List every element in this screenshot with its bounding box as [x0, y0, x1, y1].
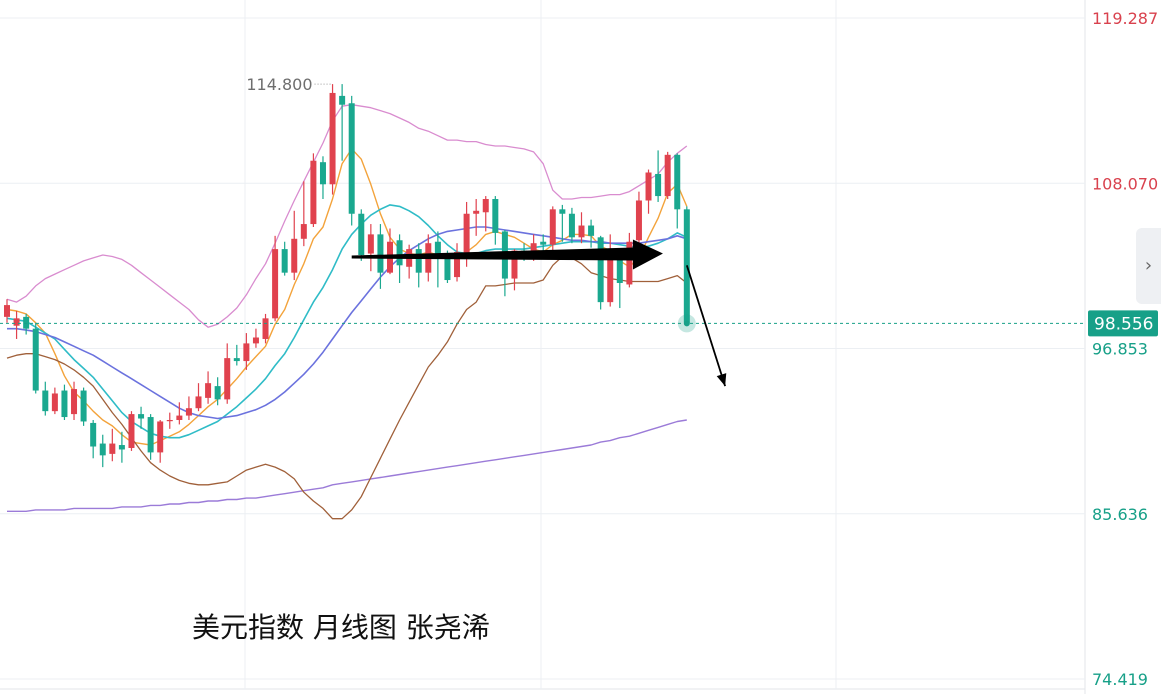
- candle-body: [616, 257, 623, 283]
- candle-body: [358, 213, 365, 255]
- candle-body: [233, 358, 240, 362]
- candle-body: [80, 390, 87, 422]
- candle-body: [463, 213, 470, 255]
- candle-body: [415, 249, 422, 273]
- candle-body: [61, 390, 68, 418]
- candle-body: [205, 383, 212, 398]
- candle-body: [329, 92, 336, 185]
- candle-body: [99, 443, 106, 456]
- candle-body: [262, 318, 269, 339]
- candle-body: [300, 224, 307, 239]
- candle-body: [626, 241, 633, 285]
- series-line-ma5: [6, 148, 688, 446]
- chevron-right-icon: ›: [1144, 255, 1153, 276]
- candle-body: [224, 358, 231, 400]
- candle-body: [588, 225, 595, 236]
- candle-body: [664, 154, 671, 197]
- candle-body: [42, 390, 49, 412]
- candle-body: [511, 250, 518, 279]
- candle-body: [377, 234, 384, 273]
- y-tick-label: 74.419: [1092, 670, 1148, 689]
- candle-body: [4, 305, 10, 317]
- candle-body: [128, 414, 135, 448]
- trend-arrow-down-head: [716, 373, 727, 387]
- candle-body: [32, 328, 39, 391]
- candle-body: [568, 213, 575, 238]
- candle-body: [339, 95, 346, 105]
- candle-body: [51, 393, 58, 412]
- current-price-dot: [683, 320, 690, 327]
- candle-body: [118, 445, 125, 450]
- candle-body: [367, 234, 374, 254]
- candle-body: [243, 343, 250, 362]
- candle-body: [348, 103, 355, 214]
- candle-body: [252, 337, 259, 344]
- candle-body: [635, 200, 642, 241]
- series-line-ma10: [6, 204, 688, 439]
- candle-body: [23, 316, 30, 329]
- candle-body: [185, 408, 192, 416]
- candle-body: [597, 237, 604, 303]
- candle-body: [607, 253, 614, 303]
- series-line-ma20: [7, 226, 688, 420]
- current-price-badge: [1088, 310, 1158, 337]
- chart-caption: 美元指数 月线图 张尧浠: [192, 611, 490, 644]
- candle-body: [540, 241, 547, 245]
- candle-body: [71, 389, 78, 415]
- candle-body: [157, 421, 164, 453]
- candle-body: [549, 209, 556, 245]
- candle-body: [281, 249, 288, 273]
- candle-body: [166, 419, 173, 422]
- candle-body: [319, 162, 326, 185]
- candle-body: [578, 225, 585, 238]
- candle-body: [90, 422, 97, 447]
- candle-body: [214, 386, 221, 400]
- candle-body: [444, 256, 451, 281]
- candle-body: [195, 396, 202, 409]
- candle-body: [645, 172, 652, 201]
- y-tick-label: 85.636: [1092, 505, 1148, 524]
- candle-body: [434, 241, 441, 255]
- candle-body: [310, 160, 317, 225]
- candle-body: [674, 154, 681, 210]
- trend-arrow-down-shaft: [685, 265, 726, 387]
- candle-body: [530, 243, 537, 251]
- candle-body: [176, 415, 183, 420]
- candle-body: [109, 443, 116, 454]
- y-tick-label: 108.070: [1092, 174, 1158, 193]
- candle-body: [492, 199, 499, 233]
- candle-body: [559, 209, 566, 214]
- y-tick-label: 119.287: [1092, 9, 1158, 28]
- trend-arrow-horizontal: [351, 239, 663, 270]
- candle-body: [291, 238, 298, 273]
- current-price-label: 98.556: [1094, 314, 1153, 334]
- high-marker-label: 114.800: [246, 75, 312, 94]
- candle-body: [473, 210, 480, 214]
- candle-body: [13, 318, 20, 326]
- series-line-ma60: [7, 419, 687, 512]
- candle-body: [138, 414, 145, 419]
- candle-body: [655, 173, 662, 197]
- candle-body: [272, 249, 279, 319]
- expand-panel-button[interactable]: ›: [1136, 228, 1161, 304]
- series-line-boll-lower: [6, 255, 688, 520]
- series-line-boll-upper: [6, 104, 688, 328]
- candle-body: [454, 252, 461, 278]
- candle-body: [396, 240, 403, 266]
- y-tick-label: 96.853: [1092, 340, 1148, 359]
- candle-body: [482, 199, 489, 213]
- candle-body: [147, 417, 154, 453]
